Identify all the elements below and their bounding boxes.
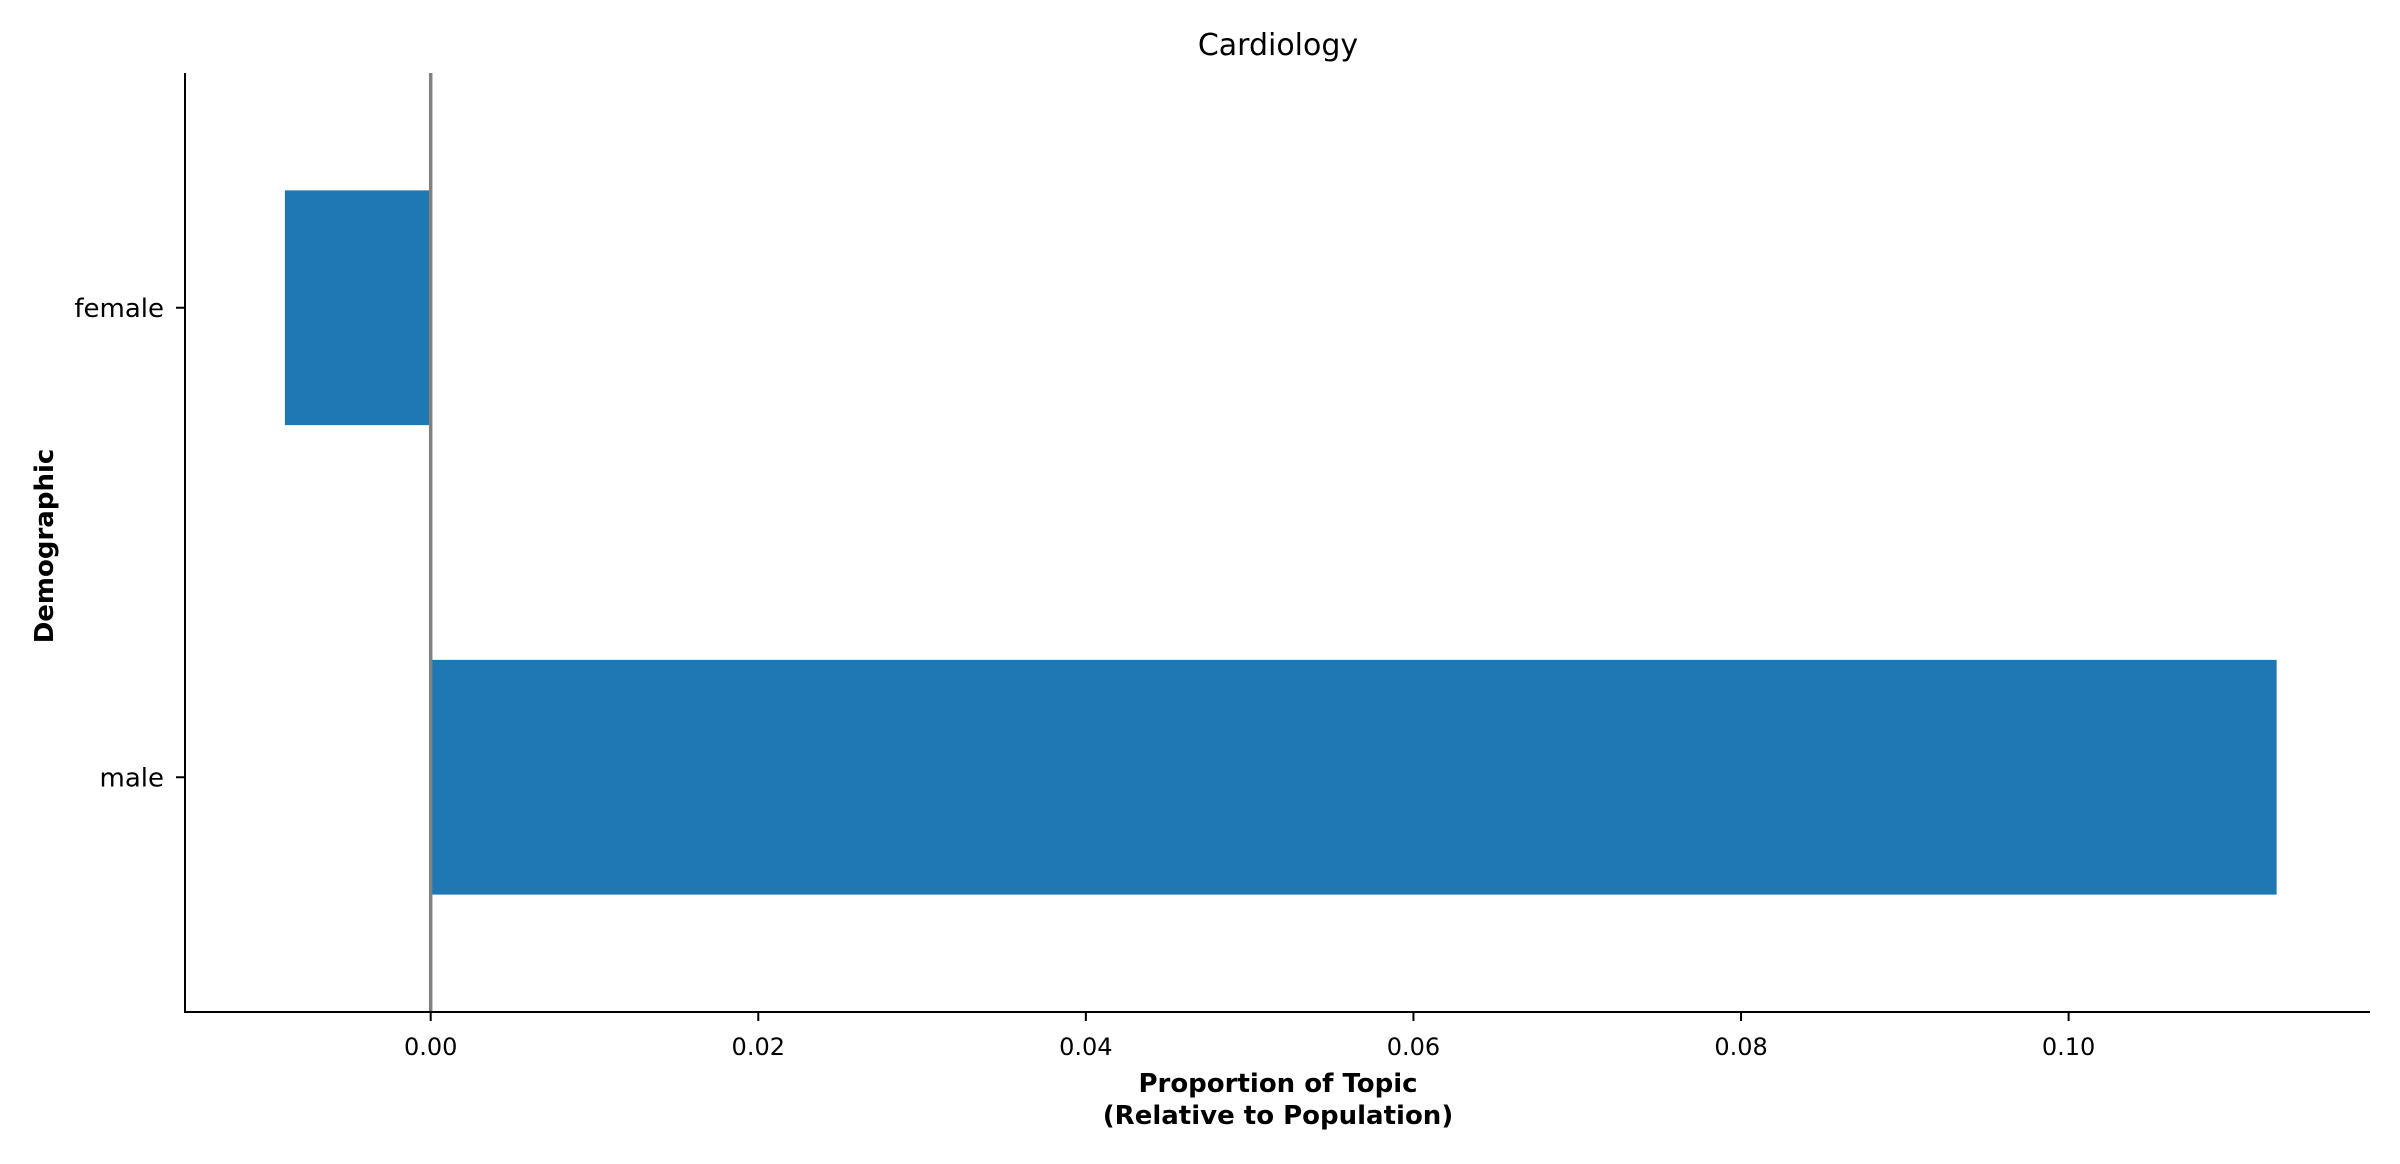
bar-female — [284, 190, 431, 426]
y-ticks: female male — [74, 294, 185, 793]
y-tick-label-male: male — [100, 763, 164, 793]
x-tick-label: 0.00 — [404, 1033, 457, 1061]
x-tick-label: 0.10 — [2042, 1033, 2095, 1061]
bars-layer — [284, 190, 2277, 895]
chart-title: Cardiology — [1198, 28, 1358, 63]
x-tick-label: 0.02 — [732, 1033, 785, 1061]
bar-male — [430, 659, 2277, 895]
x-tick-label: 0.06 — [1387, 1033, 1440, 1061]
x-axis-label: Proportion of Topic — [1138, 1069, 1417, 1099]
x-tick-label: 0.08 — [1714, 1033, 1767, 1061]
x-tick-label: 0.04 — [1059, 1033, 1112, 1061]
x-ticks: 0.00 0.02 0.04 0.06 0.08 0.10 — [404, 1012, 2095, 1061]
y-axis-label: Demographic — [30, 449, 60, 644]
y-tick-label-female: female — [74, 294, 164, 324]
x-axis-label-secondary: (Relative to Population) — [1103, 1101, 1453, 1131]
